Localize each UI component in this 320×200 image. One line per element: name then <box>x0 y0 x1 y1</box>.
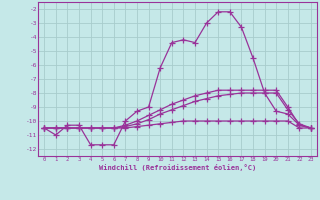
X-axis label: Windchill (Refroidissement éolien,°C): Windchill (Refroidissement éolien,°C) <box>99 164 256 171</box>
